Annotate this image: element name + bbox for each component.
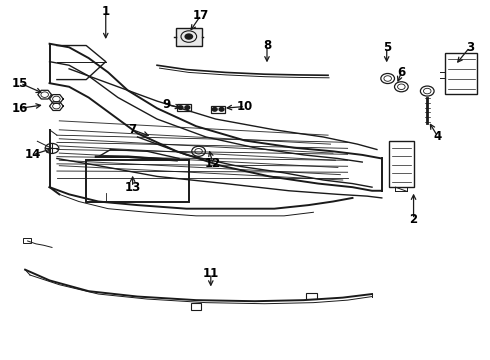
Text: 12: 12 [205,157,221,170]
Bar [191,303,201,310]
Bar [177,104,191,111]
Bar [445,53,477,94]
Bar [176,28,201,45]
Text: 10: 10 [237,100,253,113]
Text: 16: 16 [12,102,28,115]
Text: 9: 9 [163,98,171,111]
Bar [306,293,317,299]
Bar [389,140,414,187]
Text: 1: 1 [102,5,110,18]
Text: 11: 11 [203,267,219,280]
Text: 13: 13 [124,181,141,194]
Text: 15: 15 [12,77,28,90]
Text: 14: 14 [24,148,41,161]
Bar [86,160,189,202]
Circle shape [219,108,224,111]
Text: 7: 7 [128,123,137,136]
Bar [211,106,225,113]
Circle shape [184,33,193,40]
Circle shape [178,106,183,109]
Text: 6: 6 [397,66,406,79]
Text: 5: 5 [383,41,391,54]
Bar [23,238,31,243]
Text: 17: 17 [193,9,209,22]
Circle shape [185,106,190,109]
Text: 3: 3 [466,41,474,54]
Circle shape [212,108,217,111]
Text: 4: 4 [434,130,442,144]
Text: 8: 8 [263,39,271,52]
Text: 2: 2 [410,213,417,226]
